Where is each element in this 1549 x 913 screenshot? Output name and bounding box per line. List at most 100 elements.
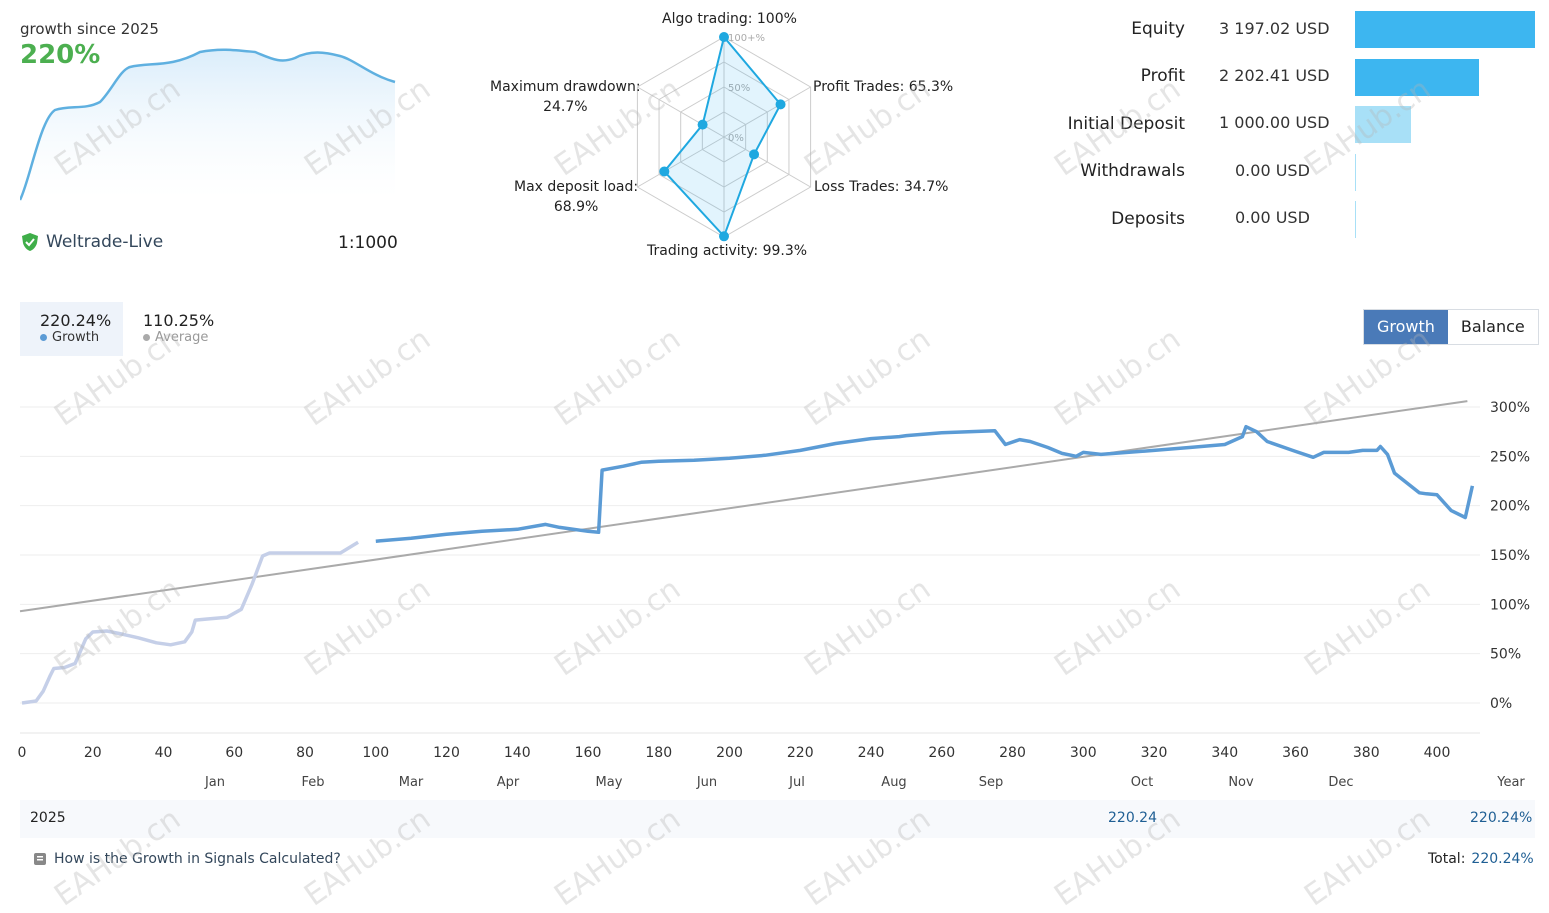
balance-button[interactable]: Balance [1447, 310, 1538, 344]
radar-label-max-deposit-load-value: 68.9% [553, 199, 599, 215]
year-total-value: 220.24% [1470, 810, 1533, 826]
series-growth-line-early [21, 540, 360, 705]
broker-name: Weltrade-Live [46, 232, 164, 252]
radar-label-trading-activity: Trading activity: 99.3% [647, 243, 808, 259]
legend-average[interactable]: 110.25% Average [123, 302, 223, 356]
x-tick-label: 240 [858, 745, 885, 761]
year-value: 220.24 [1108, 810, 1157, 826]
x-tick-label: 60 [225, 745, 243, 761]
radar-point-0 [719, 32, 729, 42]
year-row: 2025 220.24 220.24% [20, 800, 1535, 838]
profit-value: 2 202.41 USD [1219, 66, 1330, 85]
x-tick-label: 220 [787, 745, 814, 761]
verified-shield-icon [22, 233, 38, 251]
radar-label-algo: Algo trading: 100% [662, 11, 797, 27]
stat-bar-2 [1355, 106, 1411, 143]
total-label: Total: [1428, 851, 1466, 867]
month-label: Oct [1131, 775, 1153, 790]
radar-ring-label: 100+% [728, 33, 765, 44]
growth-total-value: 220% [20, 40, 101, 70]
radar-label-max-drawdown-value: 24.7% [543, 99, 588, 115]
x-tick-label: 160 [575, 745, 602, 761]
y-tick-label: 250% [1490, 449, 1530, 465]
y-tick-label: 0% [1490, 696, 1512, 712]
help-icon [34, 853, 46, 865]
month-label: Dec [1328, 775, 1353, 790]
growth-button[interactable]: Growth [1364, 310, 1448, 344]
radar-point-2 [749, 149, 760, 160]
radar-label-max-drawdown: Maximum drawdown: 24.7% [490, 77, 641, 117]
y-tick-label: 200% [1490, 499, 1530, 515]
legend-average-value: 110.25% [143, 311, 215, 330]
deposits-label: Deposits [1111, 209, 1185, 229]
x-tick-label: 120 [433, 745, 460, 761]
growth-chart: 300% 250% 200% 150% 100% 50% 0% 0 20 40 60 80 100 120… [18, 400, 1530, 790]
series-average-line [19, 400, 1468, 613]
help-link[interactable]: How is the Growth in Signals Calculated? [34, 851, 341, 867]
month-label: Feb [301, 775, 324, 790]
radar-spoke [723, 86, 811, 138]
x-tick-label: 380 [1353, 745, 1380, 761]
x-tick-label: 40 [155, 745, 173, 761]
mini-growth-line [20, 48, 396, 201]
month-label: Sep [979, 775, 1004, 790]
x-tick-label: 300 [1070, 745, 1097, 761]
broker-link[interactable]: Weltrade-Live [20, 232, 163, 252]
x-tick-label: 360 [1282, 745, 1309, 761]
stat-bar-0 [1355, 11, 1535, 48]
stat-bar-1 [1355, 59, 1479, 96]
year-label: 2025 [30, 810, 66, 826]
initial-deposit-label: Initial Deposit [1067, 114, 1185, 134]
month-label: May [596, 775, 623, 790]
radar-label-max-deposit-load: Max deposit load: 68.9% [514, 177, 638, 217]
month-label: Jan [204, 775, 225, 790]
radar-point-5 [697, 119, 708, 130]
radar-point-1 [775, 99, 786, 110]
x-tick-label: 100 [362, 745, 389, 761]
radar-label-max-deposit-load-title: Max deposit load: [514, 179, 639, 195]
radar-label-max-drawdown-title: Maximum drawdown: [490, 79, 641, 95]
month-label: Apr [497, 775, 520, 790]
month-label: Jun [696, 775, 717, 790]
legend-growth-label: Growth [52, 330, 100, 345]
stat-bar-4 [1355, 201, 1356, 238]
leverage-value: 1:1000 [338, 233, 398, 253]
withdrawals-value: 0.00 USD [1235, 161, 1310, 180]
equity-value: 3 197.02 USD [1219, 19, 1330, 38]
initial-deposit-value: 1 000.00 USD [1219, 113, 1330, 132]
x-tick-label: 20 [84, 745, 102, 761]
month-label: Year [1496, 775, 1525, 790]
legend-average-label: Average [155, 330, 209, 345]
y-tick-label: 50% [1490, 647, 1521, 663]
radar-ring-label: 50% [728, 83, 750, 94]
x-tick-label: 400 [1424, 745, 1451, 761]
month-label: Nov [1228, 775, 1254, 790]
legend-growth[interactable]: 220.24% Growth [20, 302, 123, 356]
withdrawals-label: Withdrawals [1080, 161, 1185, 181]
y-tick-label: 150% [1490, 548, 1530, 564]
month-label: Mar [399, 775, 424, 790]
equity-label: Equity [1131, 19, 1185, 39]
growth-since-label: growth since 2025 [20, 20, 159, 38]
x-tick-label: 340 [1211, 745, 1238, 761]
legend-average-name: Average [123, 330, 223, 345]
stat-bar-3 [1355, 154, 1356, 191]
total-line: Total: 220.24% [1428, 851, 1534, 867]
x-tick-label: 200 [716, 745, 743, 761]
legend-growth-name: Growth [20, 330, 123, 345]
radar-spoke [637, 136, 725, 188]
x-tick-label: 180 [645, 745, 672, 761]
legend-growth-value: 220.24% [40, 311, 112, 330]
legend-average-dot [143, 334, 150, 341]
x-tick-label: 140 [504, 745, 531, 761]
month-label: Aug [881, 775, 906, 790]
y-tick-label: 100% [1490, 597, 1530, 613]
radar-label-loss-trades: Loss Trades: 34.7% [814, 179, 949, 195]
radar-shape [663, 34, 782, 239]
radar-point-3 [719, 231, 729, 242]
month-label: Jul [788, 775, 805, 790]
radar-ring-label: 0% [728, 133, 744, 144]
help-link-text: How is the Growth in Signals Calculated? [54, 851, 341, 867]
radar-label-profit-trades: Profit Trades: 65.3% [813, 79, 954, 95]
x-tick-label: 80 [296, 745, 314, 761]
